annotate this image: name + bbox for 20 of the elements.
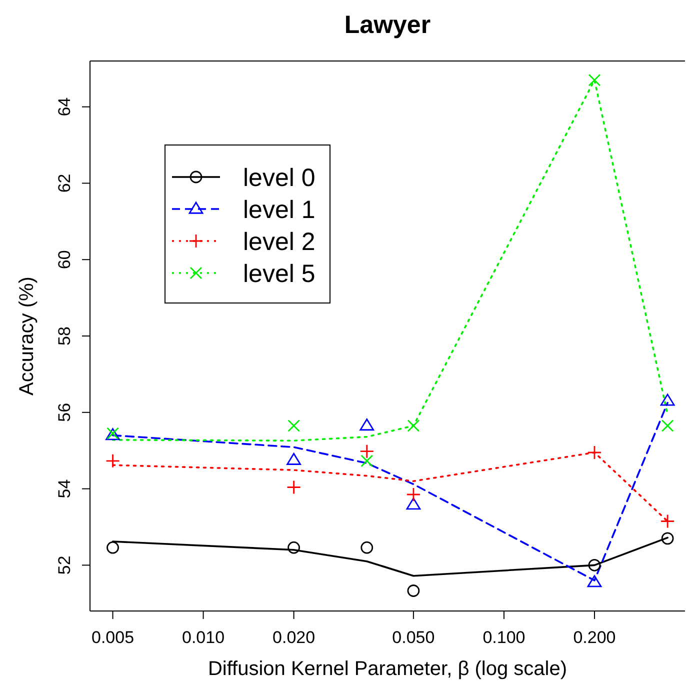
y-tick-label: 52 (55, 556, 74, 575)
legend-label: level 0 (243, 164, 316, 192)
x-tick-label: 0.100 (482, 628, 526, 647)
x-axis-title: Diffusion Kernel Parameter, β (log scale) (208, 658, 568, 680)
legend-label: level 1 (243, 196, 316, 224)
x-tick-label: 0.020 (272, 628, 316, 647)
y-tick-label: 54 (55, 479, 74, 498)
x-tick-label: 0.050 (392, 628, 435, 647)
y-axis-title: Accuracy (%) (16, 276, 38, 396)
x-tick-label: 0.200 (573, 628, 616, 647)
chart-title: Lawyer (344, 11, 431, 39)
legend-label: level 2 (243, 228, 316, 256)
legend-label: level 5 (243, 260, 316, 288)
y-tick-label: 56 (55, 402, 74, 422)
x-tick-label: 0.010 (182, 628, 225, 647)
y-tick-label: 60 (55, 250, 74, 270)
y-tick-label: 64 (55, 97, 74, 116)
x-tick-label: 0.005 (91, 628, 134, 647)
y-tick-label: 58 (55, 326, 74, 346)
y-tick-label: 62 (55, 174, 74, 193)
